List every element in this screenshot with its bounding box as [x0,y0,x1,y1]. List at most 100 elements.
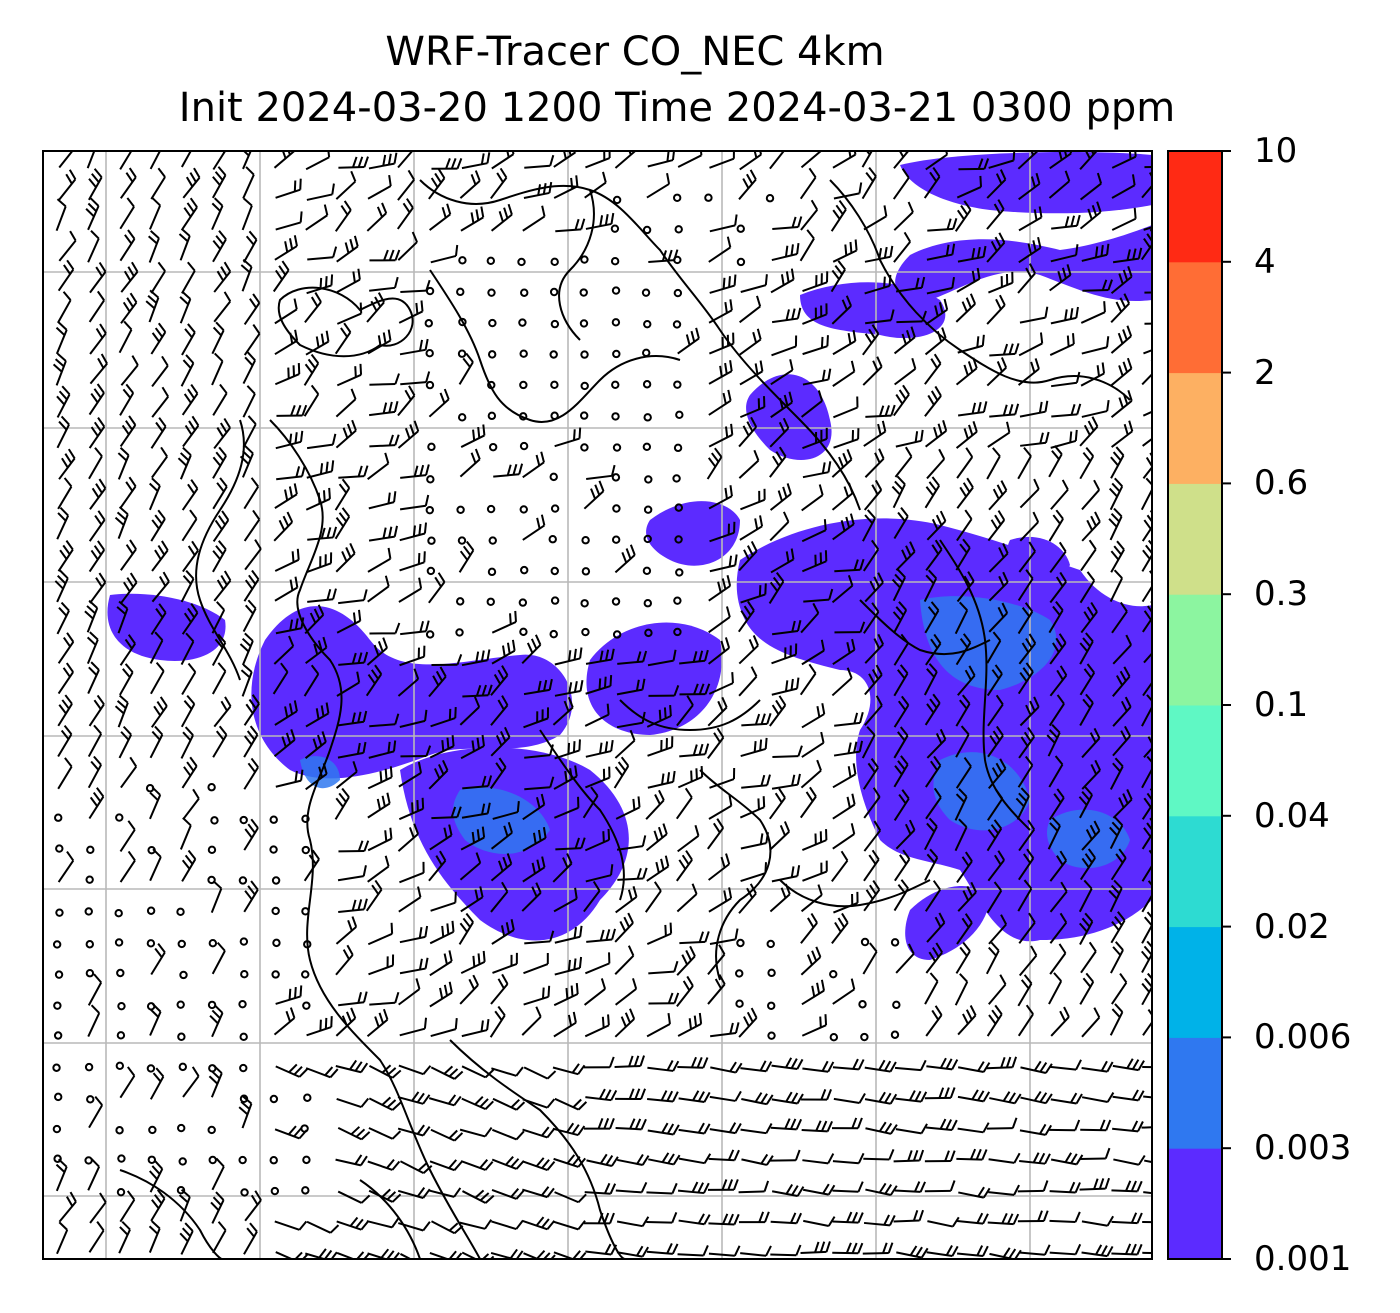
wind-barb [923,569,938,603]
wind-barb [119,197,135,230]
wind-barb [986,447,1001,480]
wind-barb [243,477,260,510]
wind-barb [832,513,855,541]
wind-barb [337,741,367,759]
wind-barb [646,172,671,199]
wind-barb [740,862,767,882]
wind-barb [1050,1006,1070,1037]
wind-barb [181,197,198,230]
wind-barb [1049,912,1068,944]
wind-barb [893,1149,925,1163]
wind-barb [369,622,401,635]
wind-barb [708,1149,740,1162]
calm-wind-marker [735,999,744,1008]
wind-barb [492,952,518,974]
wind-barb [1142,665,1152,697]
wind-barb [1048,601,1064,634]
wind-barb [1112,789,1133,819]
wind-barb [708,299,733,324]
wind-barb [1112,1058,1145,1072]
wind-barb [800,602,820,634]
wind-barb [957,1122,990,1134]
calm-wind-marker [580,599,589,608]
wind-barb [272,260,290,293]
wind-barb [708,360,733,385]
wind-barb [239,632,254,666]
wind-barb [1081,479,1101,511]
calm-wind-marker [238,876,248,885]
wind-barb [1109,569,1124,602]
wind-barb [864,1059,897,1073]
wind-barb [430,891,457,912]
wind-barb [306,552,333,574]
wind-barb [431,1220,464,1235]
wind-barb [585,766,611,789]
wind-barb [181,756,198,789]
wind-barb [1081,727,1101,759]
wind-barb [1111,174,1136,199]
wind-barb [491,919,515,945]
wind-barb [615,796,641,820]
wind-barb [461,649,491,667]
wind-barb [57,477,73,510]
wind-barb [89,323,107,355]
wind-barb [275,769,304,788]
wind-barb [461,1065,495,1079]
wind-barb [893,506,909,540]
calm-wind-marker [116,1187,126,1197]
calm-wind-marker [114,938,124,947]
wind-barb [801,639,825,666]
wind-barb [676,883,698,913]
wind-barb [803,1216,836,1227]
wind-barb [896,1245,929,1259]
wind-barb [1110,540,1125,573]
wind-barb [460,886,484,913]
wind-barb [1110,446,1125,479]
wind-barb [1111,972,1128,1005]
calm-wind-marker [300,1124,309,1133]
wind-barb [429,981,453,1008]
wind-barb [429,735,455,759]
wind-barb [522,827,547,852]
calm-wind-marker [642,348,651,358]
wind-barb [1143,226,1152,231]
calm-wind-marker [520,565,529,575]
wind-barb [430,1018,458,1038]
wind-barb [334,507,351,540]
calm-wind-marker [239,937,249,946]
wind-barb [304,292,322,324]
wind-barb [677,824,700,853]
wind-barb [709,1122,742,1135]
calm-wind-marker [85,940,94,949]
wind-barb [86,631,99,665]
wind-barb [989,1091,1022,1105]
wind-barb [585,212,615,230]
wind-barb [768,572,785,604]
calm-wind-marker [455,628,464,637]
wind-barb [707,637,731,665]
wind-barb [1049,850,1068,882]
wind-barb [88,510,106,542]
wind-barb [243,569,260,602]
wind-barb [336,671,361,697]
wind-barb [522,205,546,232]
wind-barb [677,327,700,355]
calm-wind-marker [301,845,310,855]
wind-barb [337,710,368,727]
calm-wind-marker [115,1126,124,1135]
wind-barb [1081,1007,1101,1038]
wind-barb [180,569,195,603]
wind-barb [986,1117,1018,1130]
wind-barb [583,978,607,1006]
wind-barb [863,879,881,912]
wind-barb [1017,1210,1049,1223]
wind-barb [1140,940,1152,974]
wind-barb [306,1220,340,1234]
wind-barb [647,1122,680,1136]
wind-barb [458,912,474,945]
wind-barb [987,510,1006,542]
wind-barb [1080,539,1097,572]
calm-wind-marker [612,349,621,359]
coastline [419,179,861,511]
calm-wind-marker [890,1030,900,1039]
